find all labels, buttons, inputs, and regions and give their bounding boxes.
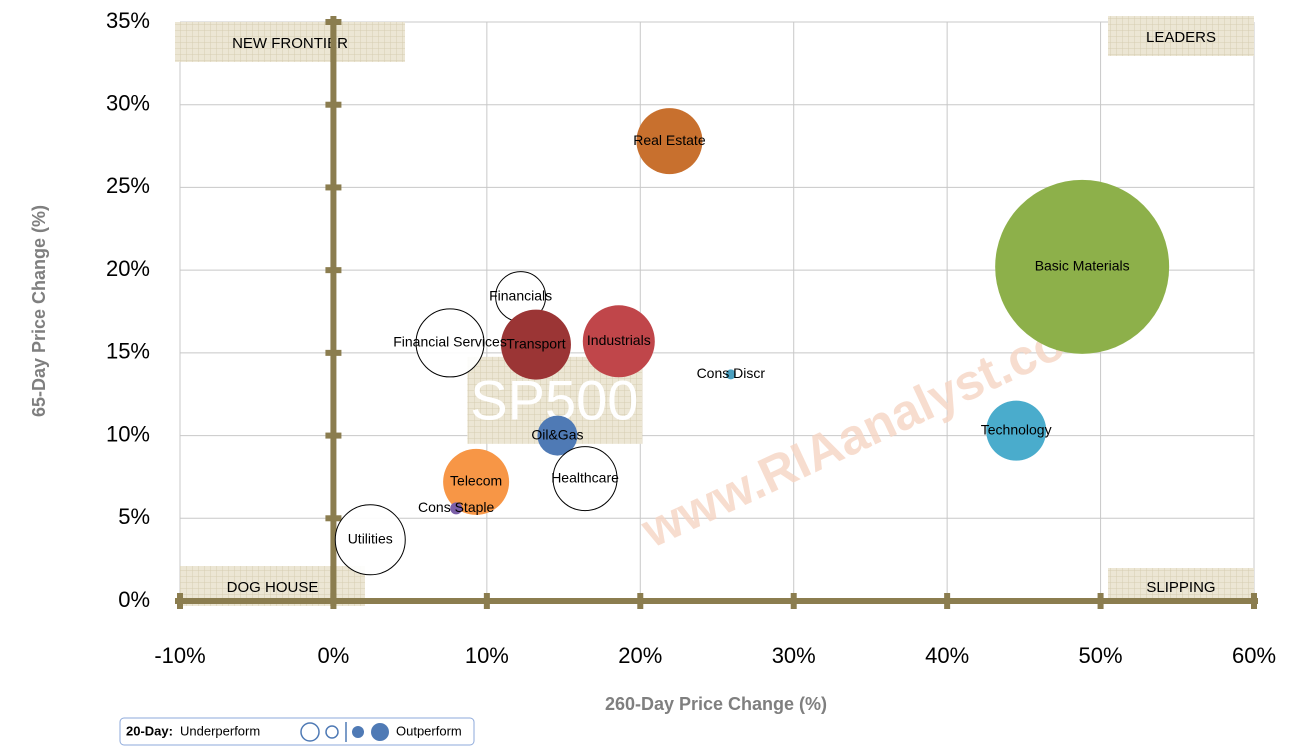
quadrant-label: LEADERS (1146, 29, 1216, 46)
bubble-label: Oil&Gas (531, 426, 583, 442)
legend: 20-Day: Underperform Outperform (119, 717, 475, 746)
bubble-label: Financials (489, 287, 552, 303)
x-tick-label: 40% (925, 643, 969, 668)
x-tick-mark (177, 593, 183, 609)
legend-symbol (352, 726, 364, 738)
y-axis-title: 65-Day Price Change (%) (29, 205, 49, 417)
x-tick-label: 60% (1232, 643, 1276, 668)
bubble-label: Basic Materials (1035, 258, 1130, 274)
y-tick-mark (325, 349, 342, 356)
bubble-label: Cons Discr (697, 365, 766, 381)
quadrant-label: SLIPPING (1146, 579, 1215, 596)
bubble-label: Industrials (587, 332, 651, 348)
y-tick-mark (325, 267, 342, 274)
x-tick-label: 50% (1079, 643, 1123, 668)
quadrant-label: DOG HOUSE (227, 579, 319, 596)
bubble-label: Telecom (450, 473, 502, 489)
legend-item: Outperform (396, 723, 462, 738)
bubble (986, 400, 1047, 461)
bubble (415, 308, 485, 378)
x-tick-label: 0% (318, 643, 350, 668)
bubble (995, 179, 1170, 354)
x-tick-mark (330, 593, 337, 609)
bubble (552, 446, 618, 512)
legend-symbol (371, 723, 389, 741)
bubble (334, 504, 406, 576)
bubble (582, 305, 655, 378)
x-tick-mark (483, 593, 490, 609)
x-tick-label: 30% (772, 643, 816, 668)
bubble (636, 108, 703, 175)
bubble (725, 369, 736, 380)
bubble (537, 415, 578, 456)
y-tick-label: 35% (106, 8, 150, 33)
bubble-label: Technology (981, 421, 1052, 437)
y-tick-label: 30% (106, 91, 150, 116)
bubble-label: Transport (506, 335, 566, 351)
x-tick-label: 10% (465, 643, 509, 668)
y-tick-mark (325, 184, 342, 191)
y-tick-label: 0% (118, 587, 150, 612)
bubble-label: Cons Staple (418, 499, 494, 515)
y-tick-mark (325, 432, 342, 439)
bubble (450, 502, 463, 515)
x-tick-label: 20% (618, 643, 662, 668)
x-axis-title: 260-Day Price Change (%) (605, 694, 827, 714)
x-tick-mark (1251, 593, 1257, 609)
y-tick-label: 5% (118, 504, 150, 529)
x-tick-label: -10% (154, 643, 205, 668)
x-tick-mark (1097, 593, 1104, 609)
quadrant-label: NEW FRONTIER (232, 35, 348, 52)
legend-item: Underperform (180, 723, 260, 738)
y-tick-mark (325, 101, 342, 108)
quadrant-box (175, 22, 405, 62)
x-tick-mark (637, 593, 644, 609)
bubble-label: Financial Services (393, 334, 507, 350)
x-tick-mark (790, 593, 797, 609)
y-tick-label: 15% (106, 339, 150, 364)
legend-symbol (325, 725, 339, 739)
y-tick-label: 20% (106, 256, 150, 281)
bubble (443, 448, 510, 515)
legend-symbol (300, 722, 320, 742)
bubbles: Real Estate Basic Materials Financials Fina… (334, 108, 1170, 576)
y-tick-mark (325, 515, 342, 522)
axes (175, 16, 1258, 609)
y-tick-mark (325, 19, 342, 25)
x-tick-mark (944, 593, 951, 609)
bubble-label: Healthcare (551, 469, 619, 485)
bubble-label: Real Estate (633, 132, 706, 148)
legend-title: 20-Day: (126, 723, 173, 738)
y-tick-label: 25% (106, 173, 150, 198)
bubble (500, 309, 571, 380)
bubble-label: Utilities (348, 530, 393, 546)
y-tick-label: 10% (106, 421, 150, 446)
quadrant-box (1108, 16, 1254, 56)
